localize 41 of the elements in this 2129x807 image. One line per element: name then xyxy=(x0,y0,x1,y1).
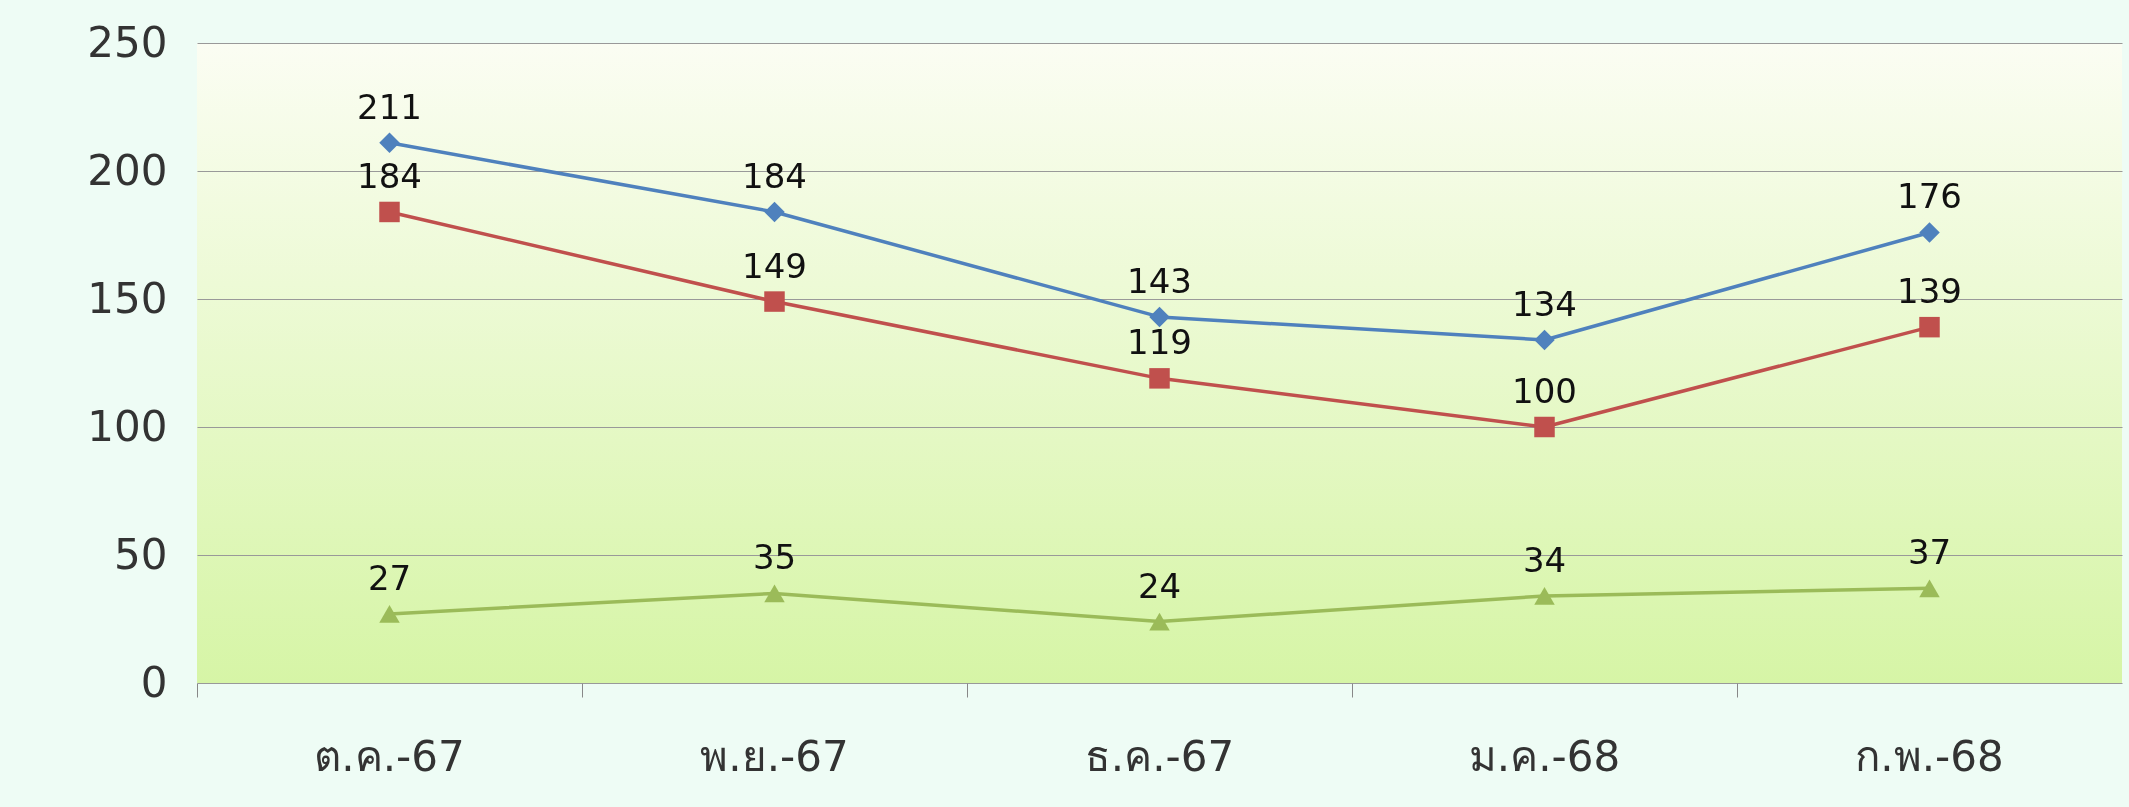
point xyxy=(1149,306,1170,328)
data-label: 149 xyxy=(742,245,807,286)
point xyxy=(1149,368,1170,389)
point xyxy=(1534,329,1555,351)
y-tick-label: 150 xyxy=(87,273,168,323)
point xyxy=(379,132,400,154)
data-label: 139 xyxy=(1897,271,1962,312)
data-label: 119 xyxy=(1127,322,1192,363)
data-label: 134 xyxy=(1512,283,1577,324)
y-tick-label: 100 xyxy=(87,401,168,451)
data-label: 34 xyxy=(1522,539,1567,580)
point xyxy=(1534,416,1555,438)
x-tick-label: ม.ค.-68 xyxy=(1468,731,1621,781)
point xyxy=(379,201,400,223)
point xyxy=(764,584,785,603)
point xyxy=(764,201,785,223)
data-label: 184 xyxy=(742,155,807,196)
point xyxy=(379,605,400,623)
y-tick-label: 250 xyxy=(87,17,168,67)
y-tick-label: 200 xyxy=(87,145,168,195)
data-label: 100 xyxy=(1512,371,1577,411)
y-tick-label: 50 xyxy=(114,529,168,579)
point xyxy=(1919,579,1940,598)
point xyxy=(1919,222,1940,243)
data-label: 143 xyxy=(1127,260,1192,301)
data-label: 211 xyxy=(357,86,422,127)
point xyxy=(1149,612,1170,631)
data-label: 27 xyxy=(367,557,412,598)
data-label: 184 xyxy=(357,155,422,196)
x-tick-label: ธ.ค.-67 xyxy=(1084,731,1235,781)
data-label: 37 xyxy=(1907,532,1952,573)
x-tick-label: พ.ย.-67 xyxy=(700,731,849,781)
y-tick-label: 0 xyxy=(140,657,168,707)
data-label: 176 xyxy=(1897,176,1962,217)
data-label: 24 xyxy=(1137,565,1182,606)
point xyxy=(1534,587,1555,605)
x-tick-label: ต.ค.-67 xyxy=(314,731,465,781)
point xyxy=(1919,316,1940,338)
x-tick-label: ก.พ.-68 xyxy=(1855,731,2004,781)
point xyxy=(764,291,785,312)
data-label: 35 xyxy=(752,537,797,578)
